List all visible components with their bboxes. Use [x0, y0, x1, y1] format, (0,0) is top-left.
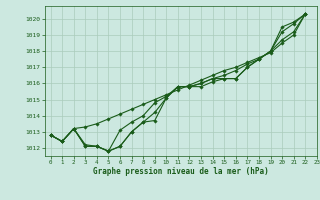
X-axis label: Graphe pression niveau de la mer (hPa): Graphe pression niveau de la mer (hPa)	[93, 167, 269, 176]
